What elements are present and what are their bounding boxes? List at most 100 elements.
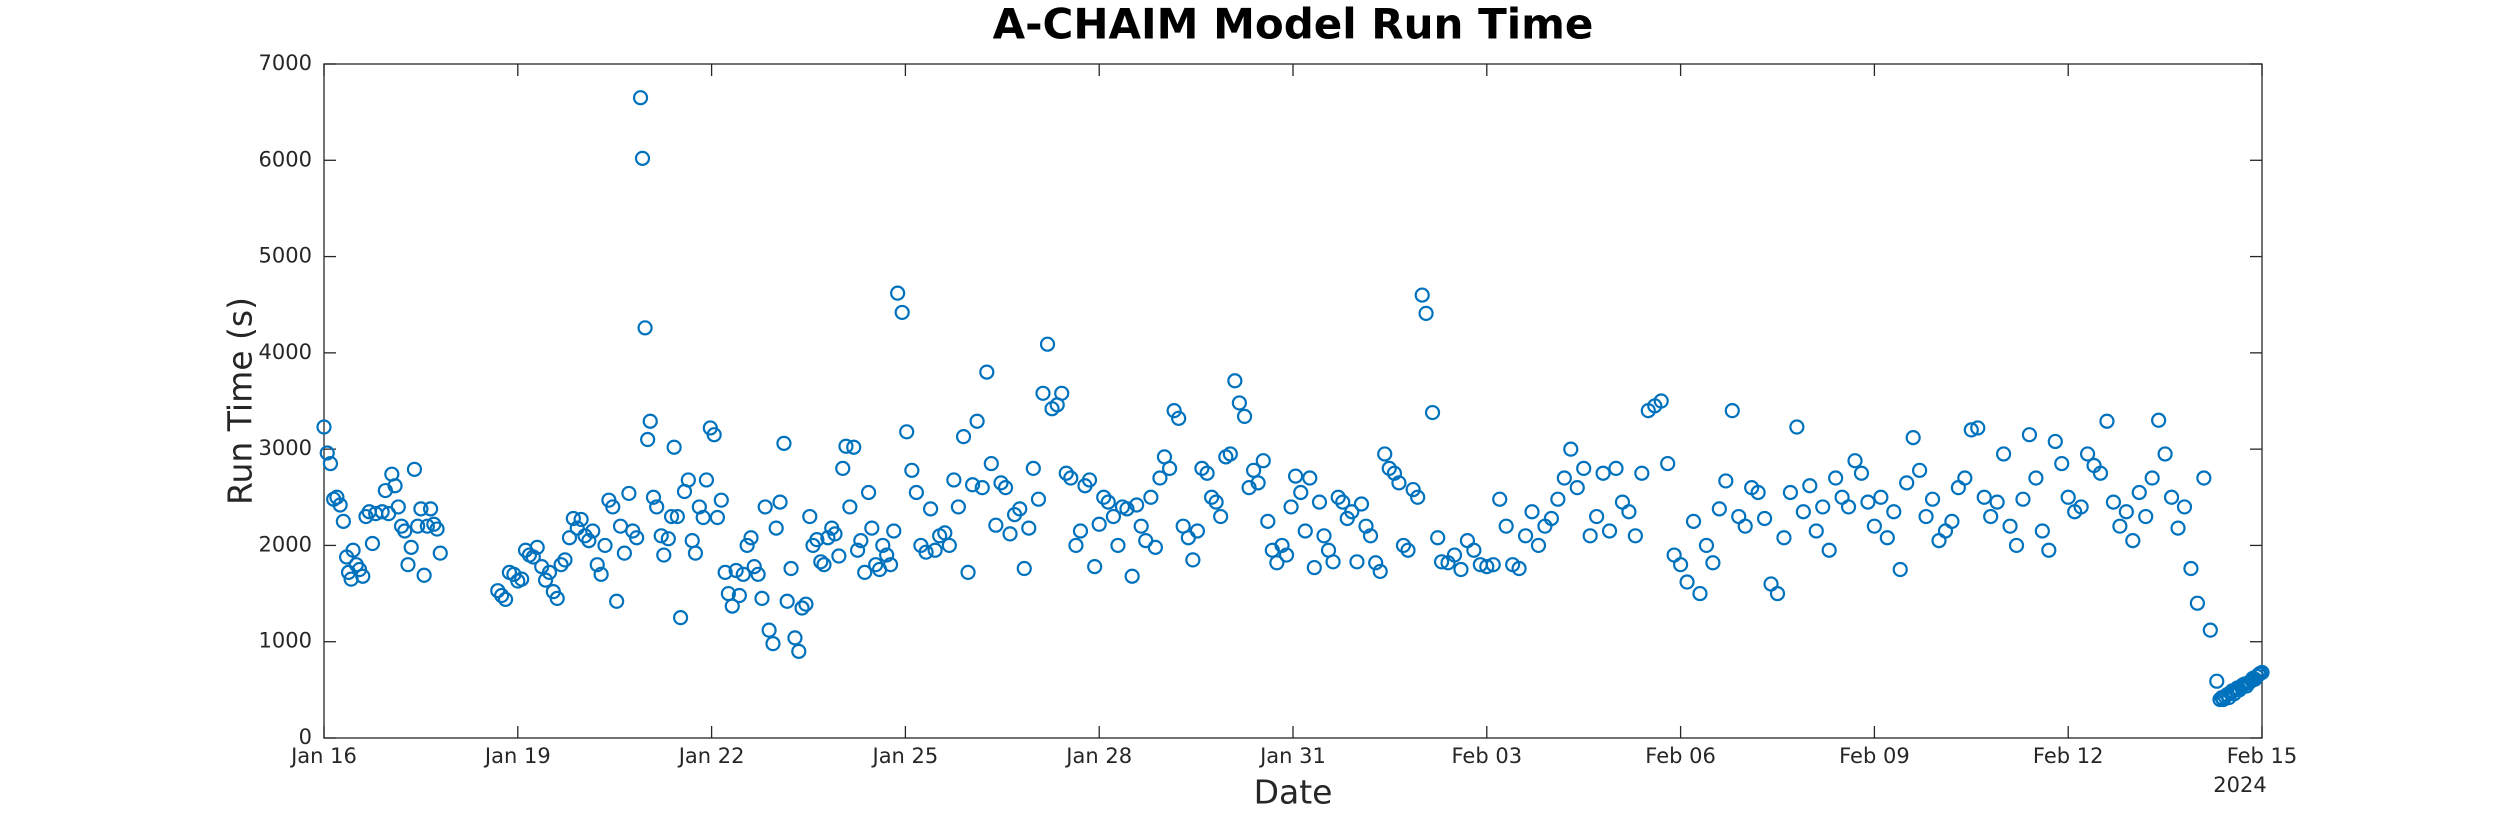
data-point: [1621, 504, 1637, 520]
data-point: [695, 509, 711, 526]
data-point: [612, 518, 629, 534]
data-point: [1166, 403, 1182, 419]
data-point: [875, 537, 891, 554]
data-point: [698, 472, 715, 488]
data-point: [1330, 489, 1346, 505]
x-axis-label: Date: [1254, 773, 1333, 812]
data-point: [1068, 537, 1084, 554]
data-point: [1091, 516, 1107, 532]
data-point: [706, 427, 722, 443]
data-point: [1808, 523, 1824, 539]
data-point: [319, 445, 335, 461]
data-point: [335, 513, 351, 529]
data-point: [1589, 508, 1605, 525]
data-point: [1021, 520, 1037, 536]
data-point: [1105, 508, 1122, 525]
data-point: [787, 630, 803, 646]
data-point: [634, 150, 651, 166]
data-point: [1828, 470, 1844, 486]
data-point: [1653, 393, 1669, 409]
data-point: [979, 364, 995, 380]
data-point: [1563, 441, 1579, 457]
data-point: [632, 90, 649, 106]
data-point: [332, 497, 348, 513]
data-point: [1344, 504, 1360, 520]
data-point: [1479, 559, 1495, 575]
data-point: [1737, 518, 1753, 534]
data-point: [1789, 419, 1805, 435]
data-point: [950, 499, 966, 515]
data-point: [1530, 537, 1547, 554]
data-point: [842, 499, 858, 515]
data-point: [561, 530, 578, 546]
data-point: [2157, 446, 2173, 462]
data-point: [802, 508, 818, 525]
data-point: [1705, 555, 1721, 571]
data-point: [616, 545, 632, 561]
data-point: [791, 643, 807, 659]
data-point: [589, 557, 605, 573]
data-point: [2092, 465, 2109, 481]
data-point: [2105, 494, 2122, 510]
data-point: [585, 523, 601, 539]
data-point: [1143, 489, 1159, 505]
data-point: [387, 478, 403, 494]
data-point: [2002, 518, 2018, 534]
data-point: [1430, 530, 1446, 546]
data-point: [1776, 530, 1792, 546]
data-point: [419, 518, 435, 534]
data-point: [894, 304, 910, 321]
x-tick-label: Jan 16: [289, 744, 357, 768]
data-point: [1414, 287, 1430, 303]
data-point: [2151, 412, 2167, 428]
data-point: [757, 499, 773, 515]
data-point: [1012, 501, 1028, 517]
data-point: [1278, 547, 1295, 563]
y-axis-label: Run Time (s): [221, 297, 260, 505]
data-point: [1498, 518, 1514, 534]
x-tick-label: Jan 25: [871, 744, 939, 768]
data-point: [569, 520, 585, 536]
data-point: [827, 526, 843, 542]
data-point: [1016, 560, 1032, 577]
data-point: [2041, 542, 2057, 558]
data-point: [988, 517, 1004, 533]
data-point: [709, 509, 726, 526]
data-point: [1405, 481, 1421, 498]
data-point: [1058, 465, 1074, 481]
data-point: [1569, 480, 1585, 496]
data-point: [1353, 496, 1370, 512]
data-point: [746, 559, 762, 575]
data-point: [997, 480, 1014, 496]
data-point: [1204, 489, 1220, 505]
data-point: [2196, 470, 2212, 486]
data-point: [410, 518, 426, 534]
x-tick-label: Feb 12: [2033, 744, 2104, 768]
data-point: [1302, 470, 1318, 486]
data-point: [739, 537, 755, 554]
data-point: [713, 492, 729, 508]
data-point: [969, 413, 985, 429]
data-point: [355, 568, 371, 584]
data-point: [816, 557, 832, 573]
data-point: [529, 539, 545, 555]
data-point: [2112, 518, 2128, 534]
data-point: [1162, 460, 1178, 476]
data-point: [514, 571, 530, 587]
data-point: [422, 501, 439, 517]
data-point: [1550, 491, 1566, 507]
data-point: [1030, 491, 1047, 507]
data-point: [1119, 501, 1135, 517]
data-point: [406, 461, 423, 477]
data-point: [860, 484, 877, 501]
data-point: [1400, 542, 1416, 558]
data-point: [1769, 585, 1786, 602]
data-point: [918, 544, 934, 560]
data-point: [1970, 420, 1986, 436]
data-point: [581, 533, 597, 549]
chart-title: A-CHAIM Model Run Time: [993, 0, 1594, 49]
data-point: [1802, 478, 1818, 494]
data-point: [1634, 465, 1650, 481]
data-point: [1582, 528, 1598, 544]
